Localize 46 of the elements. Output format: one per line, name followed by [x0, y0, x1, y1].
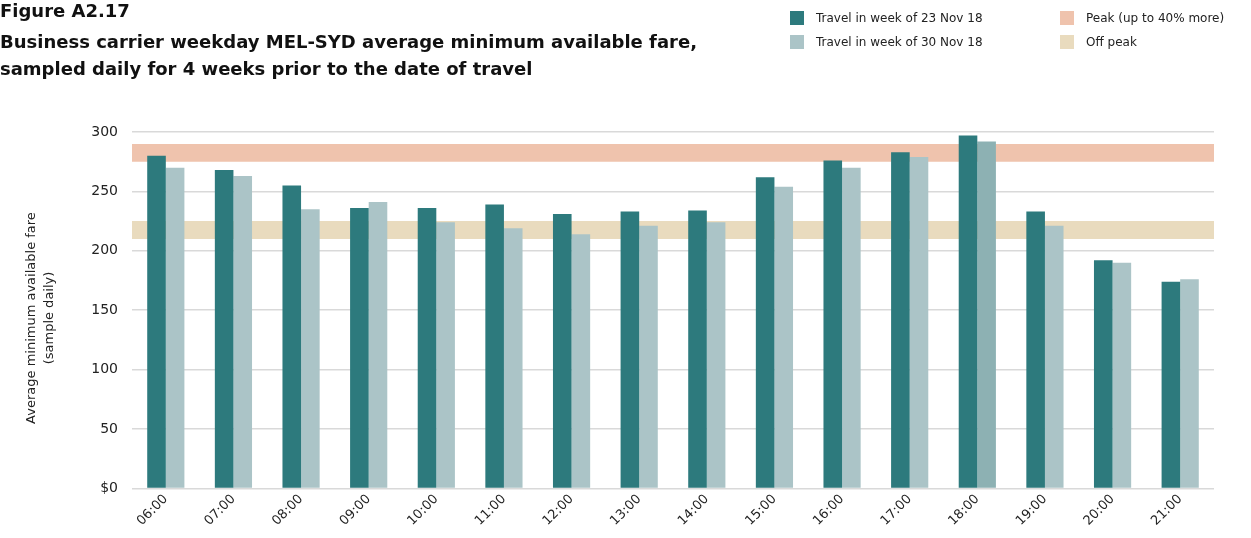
bar [1044, 225, 1064, 488]
bar [823, 160, 843, 488]
bar [1112, 262, 1132, 488]
bar [165, 167, 185, 488]
y-axis-title: Average minimum available fare (sample daily) [22, 211, 57, 426]
bar [842, 167, 861, 488]
y-tick-label: 200 [91, 241, 118, 258]
bar [958, 135, 978, 488]
y-tick-label: $0 [100, 479, 118, 496]
bar [436, 222, 455, 488]
bar [301, 209, 320, 488]
bar [233, 175, 253, 488]
bar [977, 141, 996, 488]
bar [706, 222, 726, 488]
bar [214, 170, 234, 488]
bar [552, 213, 572, 488]
chart-subtitle: Business carrier weekday MEL-SYD average minimum available fare, sampled daily for 4 weeks prior to the date of travel [0, 30, 698, 81]
bar [485, 204, 504, 488]
bar [368, 202, 388, 488]
bar [774, 186, 794, 488]
legend-label: Peak (up to 40% more) [1086, 11, 1225, 25]
bar [639, 225, 658, 488]
bar [1180, 279, 1199, 488]
legend-label: Off peak [1086, 35, 1137, 49]
bar [1026, 211, 1045, 488]
bar [350, 208, 369, 488]
bar [147, 155, 166, 488]
legend-label: Travel in week of 30 Nov 18 [816, 35, 983, 49]
bar [620, 211, 640, 488]
bar [909, 156, 929, 488]
bar [688, 210, 707, 488]
bar [1093, 260, 1113, 488]
y-tick-label: 50 [100, 419, 118, 436]
bar [755, 177, 775, 488]
y-tick-label: 150 [91, 300, 118, 317]
y-tick-label: 100 [91, 360, 118, 377]
legend-label: Travel in week of 23 Nov 18 [816, 11, 983, 25]
bar [571, 234, 591, 488]
bar [282, 185, 302, 488]
chart-title: Figure A2.17 [0, 0, 130, 21]
bar [503, 228, 523, 488]
y-tick-label: 300 [91, 122, 118, 139]
y-tick-label: 250 [91, 182, 118, 199]
bar [1161, 281, 1181, 488]
bar [417, 208, 437, 488]
bar [891, 152, 910, 488]
